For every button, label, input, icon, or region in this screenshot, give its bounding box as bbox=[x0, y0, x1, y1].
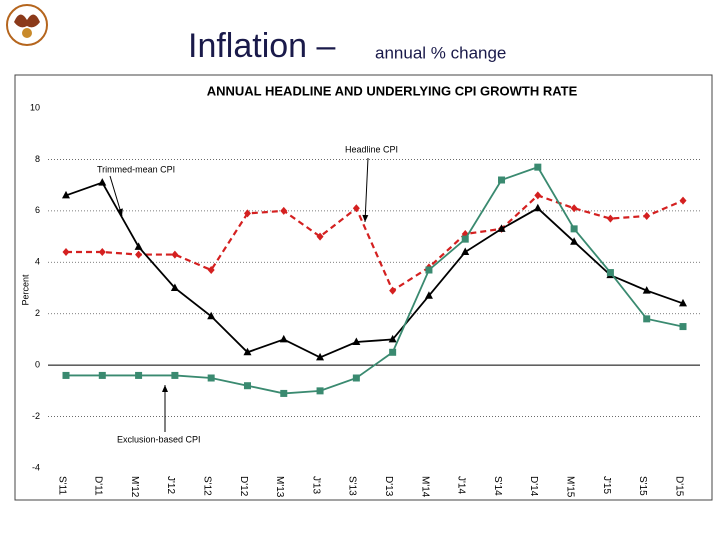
data-point bbox=[498, 176, 506, 184]
x-tick-label: J'13 bbox=[310, 476, 321, 494]
series-annotation: Exclusion-based CPI bbox=[117, 434, 201, 444]
data-point bbox=[135, 371, 143, 379]
data-point bbox=[642, 286, 651, 294]
series-annotation: Trimmed-mean CPI bbox=[97, 164, 175, 174]
data-point bbox=[98, 178, 107, 186]
series-line bbox=[66, 194, 684, 293]
data-point bbox=[606, 214, 614, 223]
y-tick-label: -2 bbox=[32, 411, 40, 421]
x-tick-label: S'14 bbox=[492, 476, 503, 496]
data-point bbox=[679, 298, 687, 307]
data-point bbox=[135, 250, 143, 259]
data-point bbox=[316, 232, 324, 241]
data-point bbox=[62, 248, 70, 256]
data-point bbox=[389, 286, 397, 295]
x-tick-label: S'11 bbox=[56, 476, 67, 495]
y-tick-label: 0 bbox=[35, 360, 40, 370]
y-tick-label: 8 bbox=[35, 154, 40, 164]
data-point bbox=[170, 283, 179, 291]
y-tick-label: 10 bbox=[30, 102, 40, 112]
arrow-head bbox=[362, 214, 369, 222]
chart-frame bbox=[14, 74, 713, 501]
x-tick-label: J'12 bbox=[165, 476, 176, 494]
data-point bbox=[207, 311, 216, 320]
x-tick-label: M'14 bbox=[419, 476, 430, 498]
data-point bbox=[207, 266, 215, 274]
arrow-head bbox=[162, 385, 168, 392]
data-point bbox=[98, 371, 106, 379]
data-point bbox=[207, 374, 215, 382]
data-point bbox=[679, 196, 687, 205]
data-point bbox=[389, 348, 397, 356]
data-point bbox=[62, 190, 70, 199]
data-point bbox=[679, 323, 687, 331]
data-point bbox=[352, 204, 360, 213]
data-point bbox=[243, 382, 251, 390]
arrow-head bbox=[117, 208, 123, 216]
data-point bbox=[316, 352, 325, 361]
x-tick-label: M'15 bbox=[564, 476, 575, 498]
y-axis-label: Percent bbox=[20, 274, 30, 306]
data-point bbox=[497, 224, 506, 232]
data-point bbox=[279, 334, 288, 343]
x-tick-label: D'12 bbox=[238, 476, 249, 497]
x-tick-label: S'15 bbox=[637, 476, 648, 496]
x-tick-label: S'12 bbox=[202, 476, 213, 496]
y-tick-label: -4 bbox=[32, 462, 40, 472]
data-point bbox=[62, 371, 70, 379]
data-point bbox=[643, 315, 651, 323]
data-point bbox=[461, 247, 470, 255]
data-point bbox=[243, 209, 251, 218]
x-tick-label: J'14 bbox=[456, 476, 467, 494]
x-tick-label: D'14 bbox=[528, 476, 539, 497]
data-point bbox=[534, 191, 542, 200]
data-point bbox=[388, 334, 397, 343]
x-tick-label: D'11 bbox=[93, 476, 104, 496]
data-point bbox=[570, 204, 578, 213]
slide-title: Inflation – bbox=[188, 27, 336, 65]
annotation-arrow bbox=[364, 157, 369, 223]
data-point bbox=[533, 203, 542, 212]
x-tick-label: D'13 bbox=[383, 476, 394, 497]
x-tick-label: S'13 bbox=[347, 476, 358, 496]
series-line bbox=[65, 181, 684, 359]
data-point bbox=[134, 242, 143, 250]
data-point bbox=[643, 212, 651, 220]
series-annotation: Headline CPI bbox=[345, 144, 398, 154]
slide-subtitle: annual % change bbox=[375, 43, 506, 62]
data-point bbox=[461, 235, 469, 243]
data-point bbox=[280, 206, 288, 215]
data-point bbox=[352, 337, 361, 345]
x-tick-label: M'13 bbox=[274, 476, 285, 498]
data-point bbox=[424, 291, 433, 299]
x-tick-label: D'15 bbox=[673, 476, 684, 497]
data-point bbox=[534, 163, 542, 171]
series-line bbox=[66, 166, 684, 395]
y-tick-label: 6 bbox=[35, 205, 40, 215]
data-point bbox=[98, 248, 106, 256]
data-point bbox=[570, 225, 578, 233]
plot: -4 -2 0 2 4 6 8 10 S'11 D'11 M'12 J'12 S'12 D'12 M'13 J… bbox=[30, 102, 700, 498]
data-point bbox=[316, 387, 324, 395]
logo bbox=[6, 4, 48, 46]
data-point bbox=[425, 266, 433, 274]
data-point bbox=[280, 389, 288, 397]
data-point bbox=[243, 347, 252, 356]
data-point bbox=[352, 374, 360, 382]
chart-title: ANNUAL HEADLINE AND UNDERLYING CPI GROWT… bbox=[207, 83, 578, 98]
data-point bbox=[570, 237, 579, 245]
y-tick-label: 2 bbox=[35, 308, 40, 318]
x-tick-label: J'15 bbox=[601, 476, 612, 494]
y-tick-label: 4 bbox=[35, 257, 40, 267]
x-tick-label: M'12 bbox=[129, 476, 140, 498]
data-point bbox=[606, 269, 614, 277]
data-point bbox=[171, 250, 179, 259]
data-point bbox=[171, 371, 179, 379]
